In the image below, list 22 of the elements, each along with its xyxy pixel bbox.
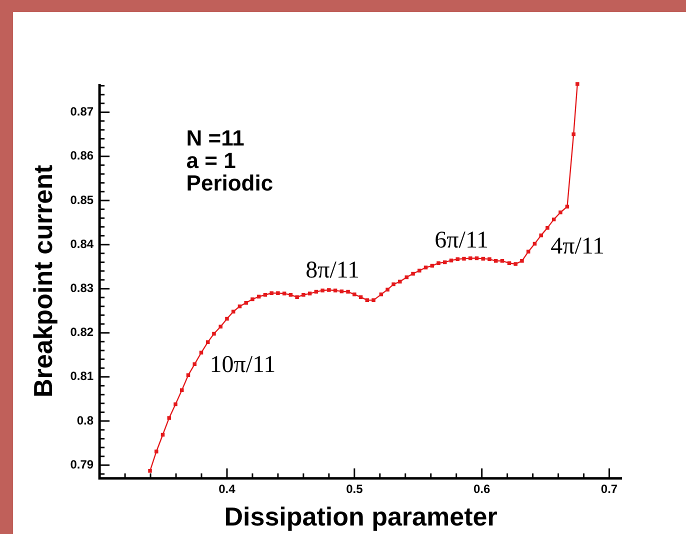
x-tick-label: 0.7 <box>600 482 618 496</box>
y-tick-label: 0.8 <box>76 413 94 428</box>
y-tick-label: 0.84 <box>70 236 94 251</box>
annotation: 8π/11 <box>306 258 360 284</box>
annotation: N =11 <box>186 126 244 151</box>
y-axis-title: Breakpoint current <box>28 164 58 398</box>
y-tick-label: 0.81 <box>70 369 94 384</box>
x-tick-label: 0.5 <box>346 482 364 496</box>
y-tick-label: 0.86 <box>70 148 94 163</box>
annotation: Periodic <box>186 170 274 196</box>
annotation: a = 1 <box>186 148 236 174</box>
y-tick-label: 0.87 <box>70 104 94 119</box>
x-tick-label: 0.6 <box>473 482 490 496</box>
y-tick-label: 0.85 <box>70 192 94 207</box>
x-tick-label: 0.4 <box>218 482 236 496</box>
y-tick-label: 0.82 <box>70 325 94 340</box>
annotation: 10π/11 <box>210 352 276 378</box>
y-tick-label: 0.79 <box>70 457 94 472</box>
annotation: 6π/11 <box>434 228 489 254</box>
annotation: 4π/11 <box>550 234 605 260</box>
y-tick-label: 0.83 <box>70 281 94 296</box>
x-axis-title: Dissipation parameter <box>224 502 498 532</box>
